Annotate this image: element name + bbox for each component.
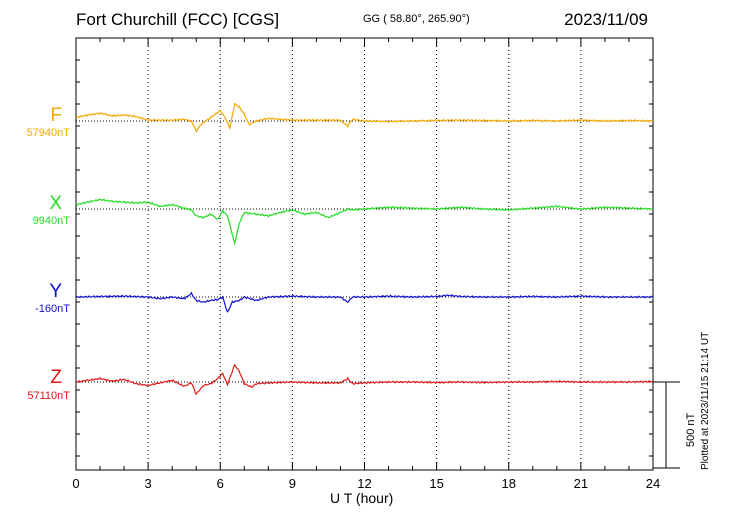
plotted-timestamp: Plotted at 2023/11/15 21:14 UT [700,331,711,470]
x-tick-label: 21 [574,476,588,491]
x-tick-label: 15 [429,476,443,491]
series-f-name: F [50,105,62,126]
series-x-name: X [49,193,62,214]
x-tick-label: 12 [357,476,371,491]
series-f-baseline: 57940nT [26,127,70,139]
coords-text: GG ( 58.80°, 265.90°) [363,13,470,25]
scale-bar-label: 500 nT [685,412,697,447]
x-tick-label: 3 [145,476,152,491]
chart-title: Fort Churchill (FCC) [CGS] [76,10,280,29]
x-tick-label: 0 [72,476,79,491]
series-y-baseline: -160nT [35,303,70,315]
series-z-line [75,363,654,396]
x-tick-label: 9 [289,476,296,491]
series-x-line [75,198,654,246]
chart-date: 2023/11/09 [564,10,648,29]
series-z-name: Z [50,367,62,388]
x-tick-label: 6 [217,476,224,491]
x-tick-label: 24 [646,476,660,491]
series-z-baseline: 57110nT [27,390,70,402]
station-coordinates: GG ( 58.80°, 265.90°) [363,14,470,25]
series-y-line [75,291,654,313]
x-tick-label: 18 [502,476,516,491]
series-f-line [75,102,654,133]
series-y-name: Y [49,281,62,302]
series-x-baseline: 9940nT [32,215,70,227]
x-axis-label: U T (hour) [330,490,394,506]
